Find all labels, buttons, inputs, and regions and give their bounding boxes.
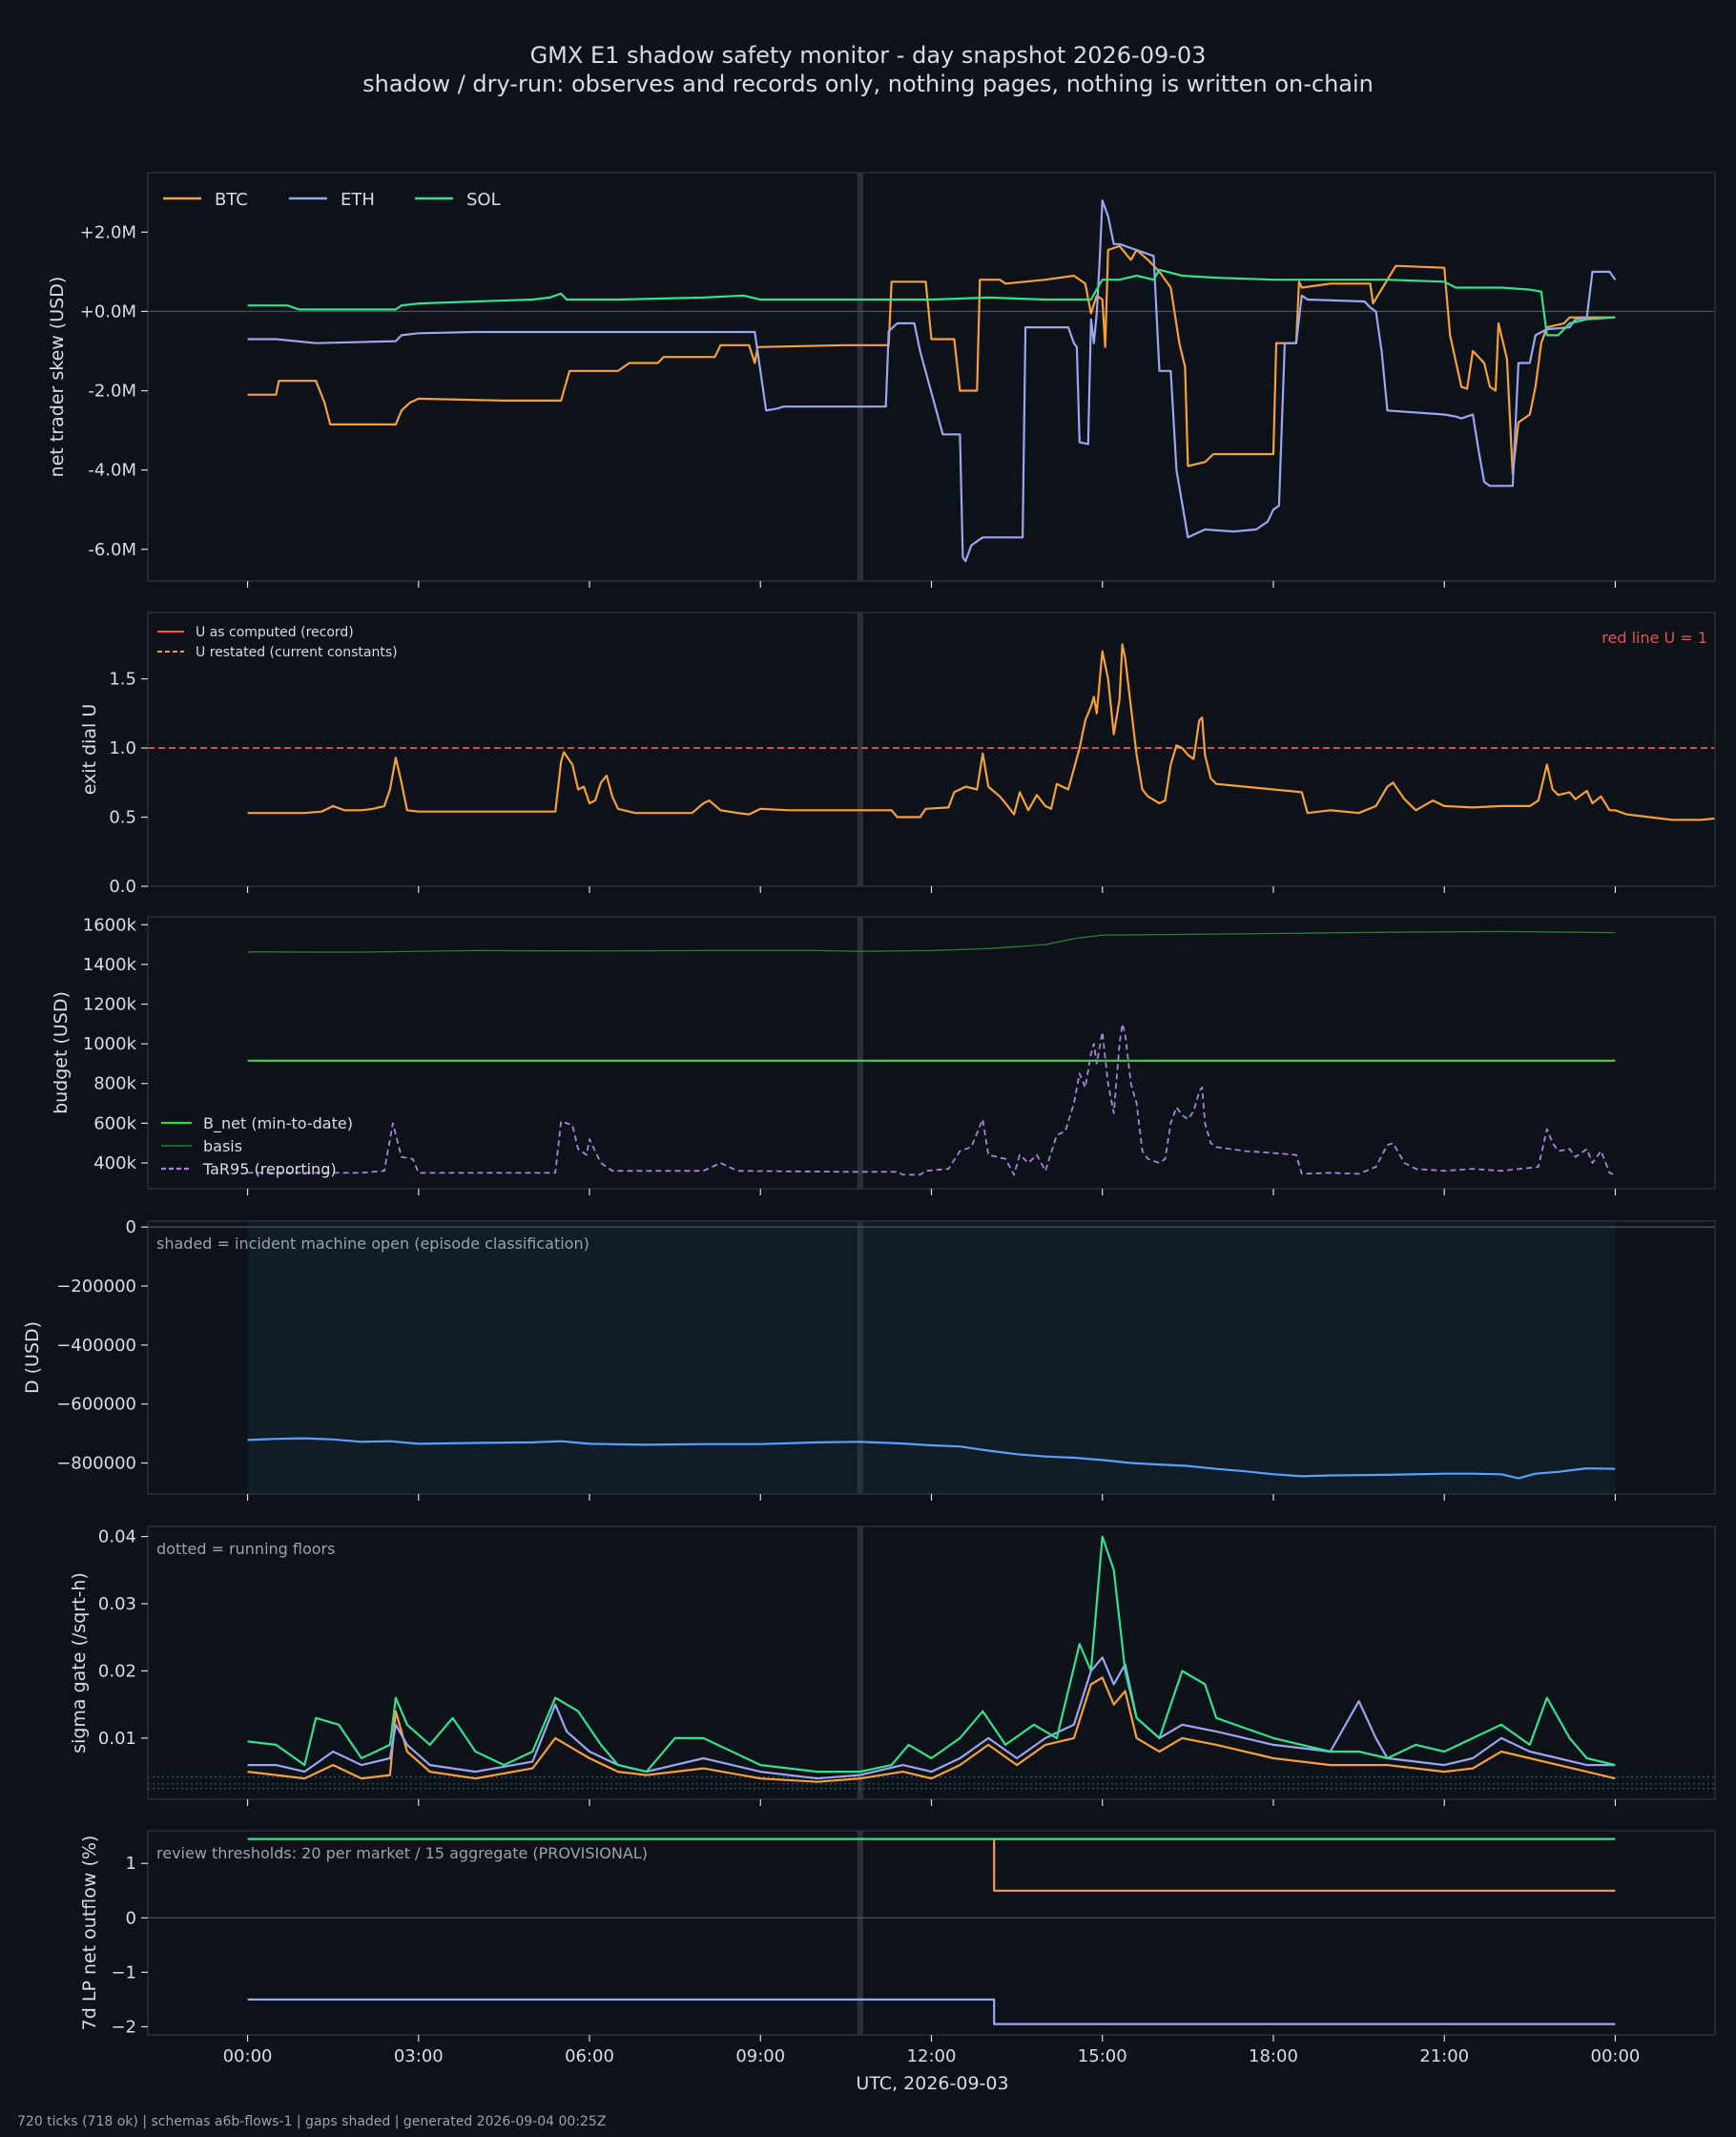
y-tick-label: 400k bbox=[93, 1153, 136, 1173]
y-tick-label: 800k bbox=[93, 1074, 136, 1094]
x-tick-label: 06:00 bbox=[565, 2046, 614, 2066]
y-axis-label: exit dial U bbox=[79, 704, 100, 796]
panel-annotation: review thresholds: 20 per market / 15 ag… bbox=[156, 1844, 648, 1862]
x-tick-label: 12:00 bbox=[907, 2046, 957, 2066]
panel-budget: 400k 600k 800k 1000k 1200k 1400k 1600k budget (… bbox=[51, 915, 1716, 1195]
y-axis-label: 7d LP net outflow (%) bbox=[79, 1836, 100, 2031]
y-axis-label: net trader skew (USD) bbox=[47, 277, 68, 478]
series-eth bbox=[247, 199, 1617, 563]
gap-band bbox=[857, 612, 863, 886]
y-tick-label: -6.0M bbox=[88, 540, 136, 560]
y-axis-label: budget (USD) bbox=[51, 991, 72, 1114]
legend-label: TaR95 (reporting) bbox=[202, 1160, 337, 1178]
series-btc bbox=[247, 244, 1616, 475]
gap-band bbox=[857, 1831, 863, 2035]
x-axis-label: UTC, 2026-09-03 bbox=[856, 2073, 1008, 2094]
legend-label: ETH bbox=[341, 190, 375, 210]
y-tick-label: 0.04 bbox=[98, 1527, 136, 1547]
x-tick-label: 21:00 bbox=[1419, 2046, 1469, 2066]
legend-label: U restated (current constants) bbox=[196, 645, 398, 660]
panels: +2.0M +0.0M -2.0M -4.0M -6.0M net trader skew… bbox=[22, 172, 1716, 2094]
series-sol bbox=[247, 268, 1616, 337]
y-tick-label: -4.0M bbox=[88, 461, 136, 481]
y-tick-label: 0 bbox=[126, 1217, 136, 1237]
series-group bbox=[247, 1837, 1616, 2025]
y-tick-label: −2 bbox=[111, 2017, 136, 2037]
legend-label: U as computed (record) bbox=[196, 625, 354, 640]
y-tick-label: 0.5 bbox=[109, 808, 136, 828]
y-tick-label: 1200k bbox=[83, 995, 137, 1015]
series-basis bbox=[247, 930, 1616, 953]
y-tick-label: +2.0M bbox=[80, 222, 136, 242]
panel-annotation: dotted = running floors bbox=[156, 1540, 335, 1558]
chart-subtitle: shadow / dry-run: observes and records o… bbox=[362, 71, 1374, 97]
y-tick-label: 1000k bbox=[83, 1034, 137, 1054]
legend-label: B_net (min-to-date) bbox=[203, 1114, 353, 1133]
series-group bbox=[247, 930, 1616, 1176]
series-d bbox=[247, 1437, 1616, 1480]
y-tick-label: −200000 bbox=[56, 1276, 136, 1297]
panel-drawdown: 0 −200000 −400000 −600000 −800000 D (USD) shad… bbox=[22, 1217, 1716, 1501]
legend-label: SOL bbox=[466, 190, 501, 210]
y-tick-label: 0.01 bbox=[98, 1729, 136, 1749]
x-tick-label: 00:00 bbox=[223, 2046, 273, 2066]
red-line-label: red line U = 1 bbox=[1602, 629, 1707, 647]
panel-sigma: 0.01 0.02 0.03 0.04 sigma gate (/sqrt-h) dott… bbox=[69, 1525, 1716, 1806]
y-axis-label: D (USD) bbox=[22, 1321, 43, 1394]
y-tick-label: 0.02 bbox=[98, 1661, 136, 1681]
y-tick-label: -2.0M bbox=[88, 382, 136, 402]
y-tick-label: 1600k bbox=[83, 915, 137, 935]
y-tick-label: 1.5 bbox=[109, 670, 136, 690]
y-axis-label: sigma gate (/sqrt-h) bbox=[69, 1572, 90, 1753]
gap-band bbox=[857, 1526, 863, 1799]
series-btc bbox=[993, 1838, 1616, 1892]
gap-band bbox=[857, 1221, 863, 1494]
footer-status: 720 ticks (718 ok) | schemas a6b-flows-1… bbox=[17, 2114, 606, 2129]
x-tick-label: 03:00 bbox=[394, 2046, 444, 2066]
y-tick-label: −600000 bbox=[56, 1395, 136, 1415]
panel-exit_dial: red line U = 1 0.0 0.5 1.0 1.5 exit dial U U a… bbox=[79, 612, 1716, 897]
y-tick-label: 1400k bbox=[83, 955, 137, 975]
series-u-restated-current-constants- bbox=[247, 643, 1715, 821]
series-group bbox=[247, 643, 1715, 821]
legend-label: BTC bbox=[215, 190, 248, 210]
y-tick-label: 0.0 bbox=[109, 877, 136, 897]
y-tick-label: 1.0 bbox=[109, 738, 136, 758]
x-tick-label: 15:00 bbox=[1078, 2046, 1127, 2066]
gap-band bbox=[857, 917, 863, 1189]
series-eth bbox=[247, 1998, 1616, 2025]
x-tick-label: 18:00 bbox=[1249, 2046, 1298, 2066]
x-tick-label: 00:00 bbox=[1591, 2046, 1641, 2066]
y-tick-label: +0.0M bbox=[80, 301, 136, 322]
chart-title: GMX E1 shadow safety monitor - day snaps… bbox=[530, 42, 1207, 69]
y-tick-label: 600k bbox=[93, 1113, 136, 1133]
y-tick-label: 1 bbox=[126, 1854, 136, 1874]
panel-lp_outflow: −2 −1 0 1 00:00 03:00 06:00 09:00 12:00 15:00 18:0… bbox=[79, 1830, 1716, 2094]
panel-annotation: shaded = incident machine open (episode … bbox=[156, 1234, 589, 1253]
gap-band bbox=[857, 173, 863, 581]
incident-shade bbox=[247, 1221, 1616, 1494]
series-btc bbox=[247, 1676, 1616, 1783]
y-tick-label: 0 bbox=[126, 1908, 136, 1928]
y-tick-label: −800000 bbox=[56, 1454, 136, 1474]
series-group bbox=[247, 1535, 1616, 1783]
x-tick-label: 09:00 bbox=[735, 2046, 785, 2066]
series-eth bbox=[247, 1656, 1616, 1780]
y-tick-label: −400000 bbox=[56, 1336, 136, 1356]
y-tick-label: −1 bbox=[111, 1962, 136, 1982]
panel-skew: +2.0M +0.0M -2.0M -4.0M -6.0M net trader skew… bbox=[47, 172, 1716, 588]
series-sol bbox=[247, 1535, 1616, 1774]
series-group bbox=[247, 199, 1617, 563]
series-group bbox=[247, 1437, 1616, 1480]
y-tick-label: 0.03 bbox=[98, 1594, 136, 1614]
legend-label: basis bbox=[203, 1137, 242, 1155]
series-tar95-reporting- bbox=[247, 1023, 1616, 1176]
